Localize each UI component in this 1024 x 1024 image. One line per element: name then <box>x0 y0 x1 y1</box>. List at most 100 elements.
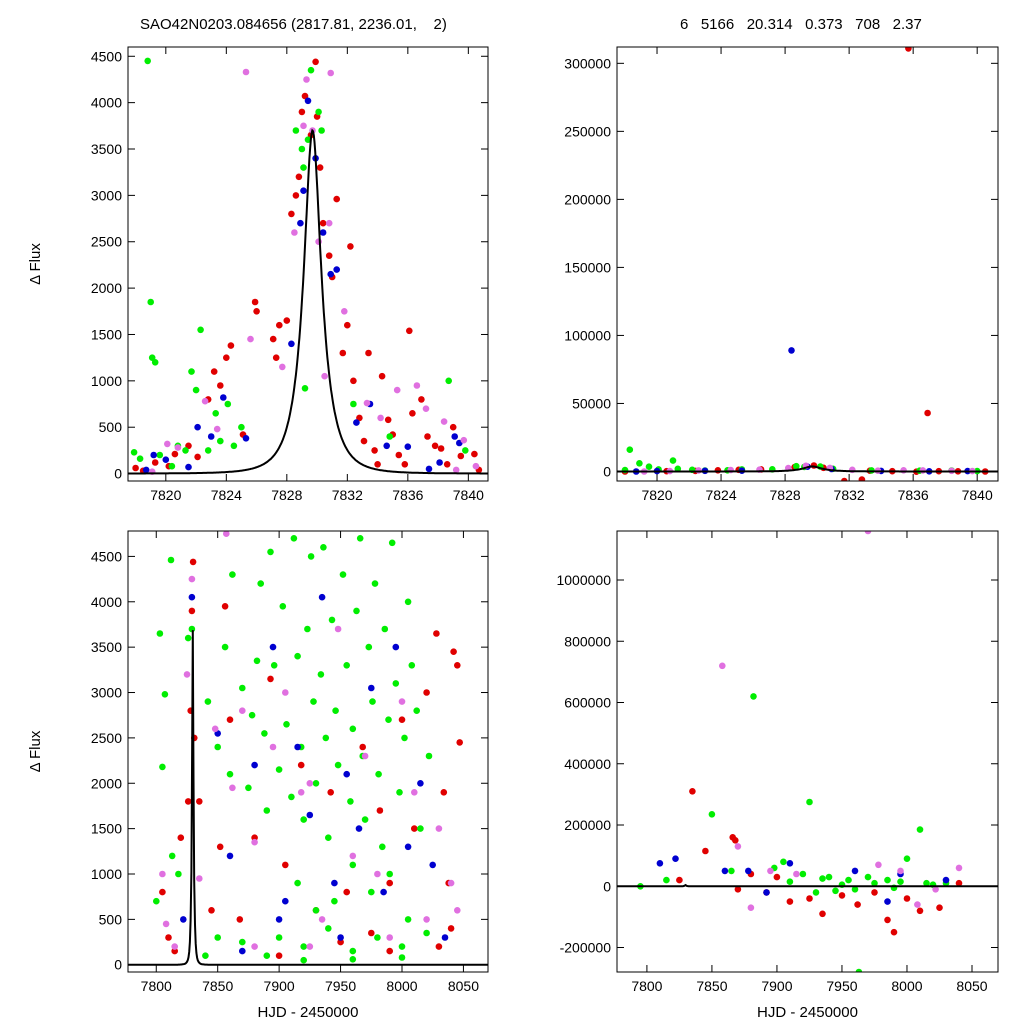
data-point-green <box>270 662 278 669</box>
data-point-green <box>263 807 271 814</box>
data-point-violet <box>174 444 182 451</box>
x-tick-label: 7900 <box>264 978 295 994</box>
data-point-green <box>347 798 354 805</box>
data-point-red <box>301 92 309 100</box>
data-point-violet <box>452 466 460 474</box>
data-point-red <box>374 461 381 468</box>
y-tick-label: 150000 <box>564 259 611 275</box>
data-point-green <box>903 855 911 862</box>
data-point-red <box>371 447 378 454</box>
data-point-green <box>349 947 357 955</box>
data-point-green <box>294 652 301 660</box>
data-point-violet <box>201 397 209 405</box>
data-point-red <box>356 414 363 422</box>
data-point-red <box>159 888 166 896</box>
data-point-green <box>626 446 634 454</box>
data-point-green <box>212 410 219 417</box>
data-point-violet <box>393 386 401 394</box>
x-tick-label: 7840 <box>453 487 484 503</box>
data-point-red <box>714 467 722 474</box>
data-point-blue <box>441 934 449 941</box>
y-tick-label: 500 <box>99 911 123 927</box>
data-point-green <box>239 938 246 946</box>
data-point-green <box>300 956 308 964</box>
data-point-violet <box>914 901 921 908</box>
data-point-green <box>379 843 386 851</box>
data-point-blue <box>436 459 443 466</box>
y-tick-label: 0 <box>114 466 122 482</box>
data-point-green <box>401 734 408 742</box>
data-point-red <box>450 648 457 655</box>
y-tick-label: 4000 <box>91 594 122 610</box>
data-point-red <box>440 789 448 796</box>
data-point-red <box>151 459 159 466</box>
plot-frame <box>127 46 489 482</box>
data-point-blue <box>404 443 412 451</box>
x-axis-label: HJD - 2450000 <box>258 1004 359 1021</box>
data-point-red <box>295 173 303 181</box>
data-point-red <box>924 409 931 417</box>
y-tick-label: 300000 <box>564 55 611 71</box>
x-tick-label: 8050 <box>448 978 479 994</box>
data-point-green <box>204 447 212 454</box>
data-point-red <box>411 825 418 832</box>
data-point-green <box>750 693 757 700</box>
data-point-red <box>327 789 335 796</box>
data-point-red <box>223 354 230 362</box>
data-point-blue <box>304 97 312 105</box>
x-tick-label: 7950 <box>325 978 356 994</box>
data-point-blue <box>425 465 433 473</box>
data-point-green <box>288 793 295 801</box>
data-point-violet <box>282 689 289 696</box>
data-point-green <box>204 698 212 705</box>
data-point-red <box>196 798 203 805</box>
data-point-blue <box>429 861 437 869</box>
y-tick-label: 250000 <box>564 123 611 139</box>
data-point-blue <box>656 860 664 867</box>
data-point-blue <box>180 916 187 923</box>
data-point-blue <box>275 916 283 923</box>
data-point-red <box>890 928 898 936</box>
data-point-green <box>398 943 406 950</box>
data-point-red <box>449 423 457 431</box>
data-point-violet <box>955 864 963 872</box>
data-point-blue <box>788 347 795 354</box>
data-point-blue <box>392 643 400 651</box>
data-point-green <box>343 662 351 669</box>
data-point-green <box>332 707 339 714</box>
data-point-red <box>858 476 866 481</box>
data-point-blue <box>786 860 794 867</box>
data-point-red <box>773 873 781 881</box>
data-point-violet <box>932 886 939 893</box>
data-point-green <box>819 875 826 882</box>
data-point-blue <box>288 340 295 348</box>
data-point-violet <box>423 916 430 923</box>
y-tick-label: 600000 <box>564 695 611 711</box>
data-point-red <box>177 834 185 841</box>
y-tick-label: -200000 <box>560 940 612 956</box>
data-point-red <box>269 335 277 343</box>
data-point-violet <box>377 414 384 422</box>
data-point-green <box>445 377 453 385</box>
y-tick-label: 1500 <box>91 821 122 837</box>
data-point-violet <box>349 852 357 860</box>
data-point-violet <box>279 363 286 371</box>
data-point-red <box>165 934 172 941</box>
data-point-blue <box>327 270 335 278</box>
data-point-green <box>356 535 364 542</box>
data-point-green <box>851 886 859 893</box>
data-point-red <box>297 761 305 769</box>
data-point-red <box>298 108 306 116</box>
data-point-blue <box>226 852 234 860</box>
data-point-violet <box>318 916 326 923</box>
data-point-blue <box>251 761 258 769</box>
chart-panel-bottom-left: 7800 7850 7900 7950 8000 8050 0 500 1000 1500 2000… <box>27 530 489 1021</box>
data-point-green <box>238 423 245 431</box>
data-point-green <box>147 298 154 306</box>
x-tick-label: 7828 <box>271 487 302 503</box>
data-point-red <box>447 925 455 932</box>
data-point-violet <box>164 440 171 448</box>
data-point-blue <box>355 825 363 832</box>
data-point-blue <box>721 867 729 875</box>
data-point-violet <box>306 780 314 787</box>
